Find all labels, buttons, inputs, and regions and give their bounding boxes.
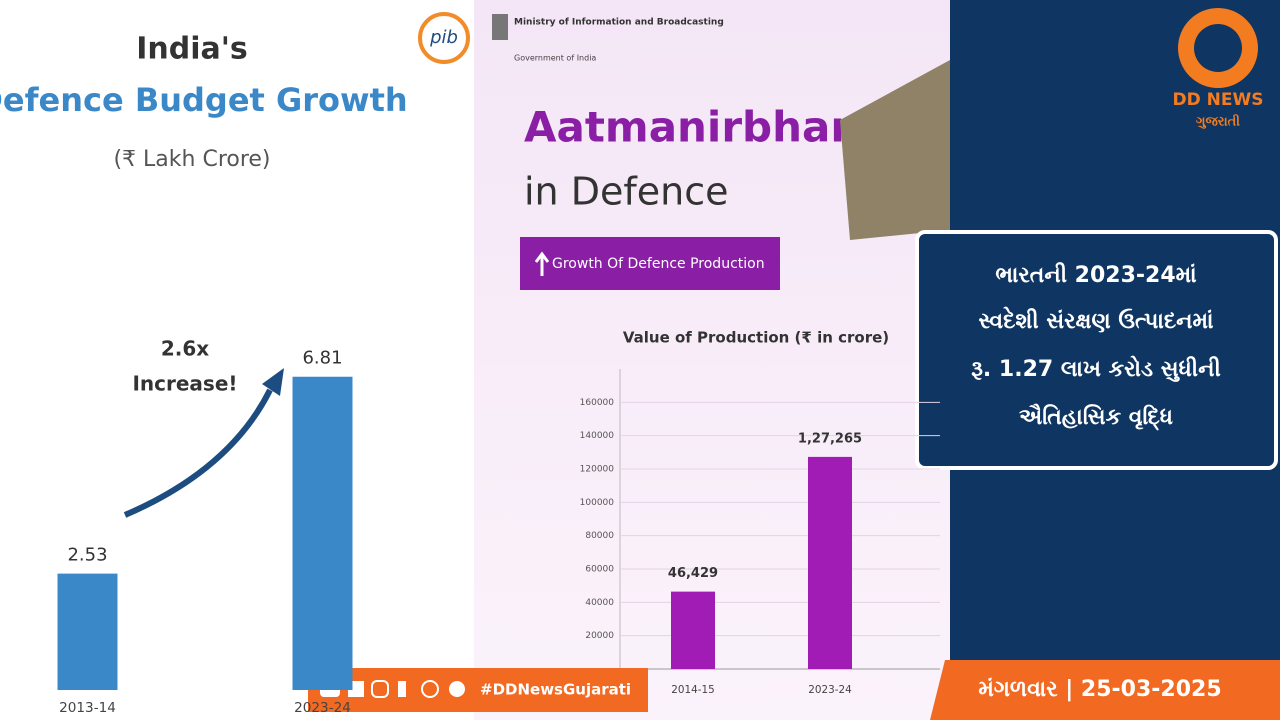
y-tick-label: 80000 <box>585 531 614 541</box>
y-tick-label: 100000 <box>580 498 615 508</box>
y-tick-label: 60000 <box>585 565 614 575</box>
x-tick-label: 2023-24 <box>294 700 351 716</box>
headline-line: સ્વદેશી સંરક્ષણ ઉત્પાદનમાં <box>979 306 1214 334</box>
bar <box>671 591 715 669</box>
annotation: 2.6x <box>161 337 209 361</box>
subheading: in Defence <box>524 170 728 214</box>
y-tick-label: 160000 <box>580 398 615 408</box>
date: મંગળવાર | 25-03-2025 <box>978 677 1221 702</box>
bar <box>57 573 118 690</box>
axis-label: (₹ Lakh Crore) <box>113 147 270 172</box>
government: Government of India <box>514 54 596 63</box>
brand-name: DD NEWS <box>1173 90 1264 110</box>
up-arrow <box>534 251 550 276</box>
heading: Aatmanirbharta <box>524 103 899 152</box>
bar <box>292 376 353 690</box>
chart-title: Value of Production (₹ in crore) <box>623 329 889 347</box>
arrow-head <box>262 368 284 396</box>
ministry: Ministry of Information and Broadcasting <box>514 18 724 28</box>
arrow <box>123 388 273 518</box>
y-tick-label: 140000 <box>580 431 615 441</box>
chart-title: India's <box>136 32 248 67</box>
brand-language: ગુજરાતી <box>1196 113 1240 130</box>
instagram-icon[interactable] <box>371 680 389 698</box>
tag-box <box>520 237 780 290</box>
headline-line: ભારતની 2023-24માં <box>995 262 1196 288</box>
x-tick-label: 2023-24 <box>808 684 852 696</box>
date-bar <box>930 660 1280 720</box>
hashtag: #DDNewsGujarati <box>480 681 631 699</box>
x-tick-label: 2014-15 <box>671 684 714 696</box>
facebook-icon[interactable] <box>398 681 406 697</box>
bar <box>808 456 852 669</box>
headline-line: રૂ. 1.27 લાખ કરોડ સુધીની <box>971 355 1221 382</box>
social-bar <box>308 668 648 712</box>
web-icon[interactable] <box>421 680 439 698</box>
value-label: 2.53 <box>67 545 107 566</box>
annotation: Increase! <box>132 372 237 396</box>
telegram-icon[interactable] <box>449 681 465 697</box>
x-tick-label: 2013-14 <box>59 700 116 716</box>
tag: Growth Of Defence Production <box>552 256 765 272</box>
value-label: 1,27,265 <box>798 431 862 446</box>
tank-illustration <box>840 60 950 240</box>
value-label: 46,429 <box>668 566 718 581</box>
pib-logo <box>418 12 470 64</box>
headline-line: ઐતિહાસિક વૃદ્ધિ <box>1019 403 1173 431</box>
pib-logo-text: pib <box>429 27 458 48</box>
brand-logo-inner <box>1194 24 1242 72</box>
y-tick-label: 20000 <box>585 631 614 641</box>
y-tick-label: 40000 <box>585 598 614 608</box>
emblem <box>492 14 508 40</box>
value-label: 6.81 <box>302 348 342 369</box>
headline-box <box>915 230 1278 470</box>
y-tick-label: 120000 <box>580 465 615 475</box>
chart-subtitle: Defence Budget Growth <box>0 81 408 119</box>
